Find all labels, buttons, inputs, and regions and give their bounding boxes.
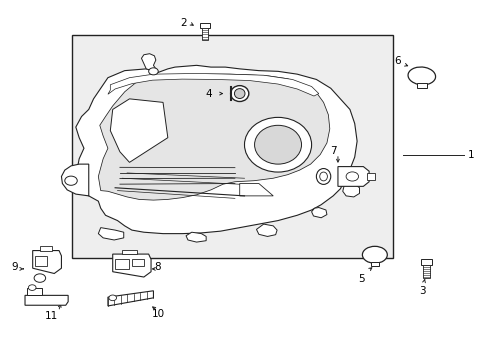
Ellipse shape — [234, 89, 244, 99]
Bar — [366, 173, 375, 180]
Circle shape — [109, 295, 116, 301]
Text: 2: 2 — [180, 18, 186, 28]
Polygon shape — [25, 295, 68, 305]
Polygon shape — [61, 164, 89, 196]
Bar — [200, 23, 209, 28]
Bar — [40, 246, 52, 251]
Ellipse shape — [254, 125, 301, 164]
Ellipse shape — [319, 172, 327, 181]
Circle shape — [34, 274, 45, 282]
Ellipse shape — [244, 117, 311, 172]
Polygon shape — [337, 167, 368, 186]
Text: 4: 4 — [205, 89, 211, 99]
Polygon shape — [76, 66, 356, 234]
Bar — [202, 28, 208, 40]
Ellipse shape — [362, 246, 386, 263]
Circle shape — [65, 176, 77, 185]
Circle shape — [148, 68, 158, 75]
Bar — [115, 259, 128, 269]
Polygon shape — [342, 182, 359, 197]
Ellipse shape — [316, 168, 330, 184]
Circle shape — [346, 172, 358, 181]
Ellipse shape — [230, 86, 248, 102]
Polygon shape — [256, 224, 277, 237]
Text: 3: 3 — [419, 286, 425, 296]
Bar — [122, 250, 137, 254]
Text: 11: 11 — [44, 311, 58, 321]
Polygon shape — [33, 251, 61, 274]
Polygon shape — [185, 232, 206, 242]
Polygon shape — [239, 184, 273, 196]
Text: 10: 10 — [152, 309, 165, 319]
Bar — [423, 265, 429, 278]
Polygon shape — [108, 73, 318, 96]
Text: 5: 5 — [358, 274, 365, 284]
Bar — [72, 35, 392, 258]
Bar — [370, 262, 378, 266]
Polygon shape — [141, 54, 158, 72]
Polygon shape — [112, 254, 151, 277]
Polygon shape — [110, 99, 167, 162]
Polygon shape — [311, 207, 326, 218]
Polygon shape — [98, 228, 123, 240]
Bar — [416, 83, 426, 88]
Text: 1: 1 — [467, 150, 473, 159]
Bar — [27, 288, 41, 295]
Text: 6: 6 — [394, 57, 400, 67]
Bar — [35, 256, 47, 266]
Text: 8: 8 — [154, 262, 160, 273]
Polygon shape — [108, 291, 153, 306]
Text: 9: 9 — [12, 262, 18, 273]
Bar — [132, 259, 143, 266]
Polygon shape — [98, 74, 329, 200]
Bar — [420, 259, 431, 265]
Text: 7: 7 — [330, 147, 336, 157]
Circle shape — [28, 285, 36, 291]
Ellipse shape — [407, 67, 435, 85]
